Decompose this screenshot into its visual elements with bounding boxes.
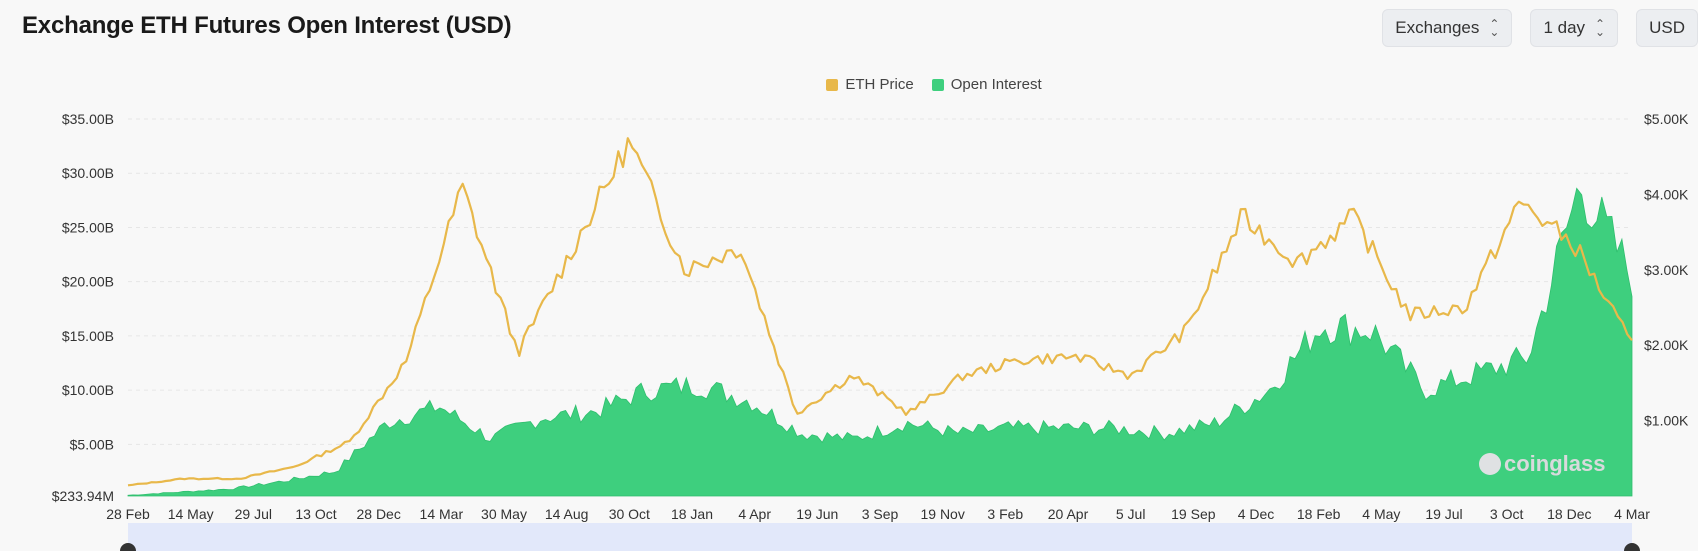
navigator-track bbox=[128, 523, 1632, 551]
series-eth-price-line bbox=[127, 137, 1633, 487]
y-left-tick-label: $25.00B bbox=[62, 219, 114, 235]
x-tick-label: 14 Mar bbox=[420, 506, 464, 522]
page-title: Exchange ETH Futures Open Interest (USD) bbox=[22, 12, 512, 39]
chart-controls: Exchanges ⌃ ⌄ 1 day ⌃ ⌄ USD bbox=[1382, 9, 1698, 47]
x-tick-label: 19 Sep bbox=[1171, 506, 1216, 522]
x-tick-label: 13 Oct bbox=[295, 506, 336, 522]
legend-swatch-eth-price bbox=[826, 78, 839, 91]
x-tick-label: 3 Oct bbox=[1490, 506, 1524, 522]
x-tick-label: 4 Mar bbox=[1614, 506, 1650, 522]
x-tick-label: 3 Feb bbox=[987, 506, 1023, 522]
x-tick-label: 14 May bbox=[168, 506, 214, 522]
x-tick-label: 4 Dec bbox=[1238, 506, 1275, 522]
y-right-tick-label: $4.00K bbox=[1644, 186, 1689, 202]
x-tick-label: 14 Aug bbox=[545, 506, 589, 522]
x-tick-label: 19 Jul bbox=[1425, 506, 1462, 522]
x-tick-label: 18 Jan bbox=[671, 506, 713, 522]
navigator-handle-left bbox=[120, 543, 136, 551]
x-tick-label: 19 Jun bbox=[796, 506, 838, 522]
y-left-tick-label: $20.00B bbox=[62, 274, 114, 290]
y-right-tick-label: $2.00K bbox=[1644, 337, 1689, 353]
interval-select[interactable]: 1 day ⌃ ⌄ bbox=[1530, 9, 1619, 47]
legend-label-open-interest: Open Interest bbox=[950, 76, 1042, 93]
x-tick-label: 30 May bbox=[481, 506, 527, 522]
y-left-tick-label: $5.00B bbox=[70, 436, 114, 452]
x-tick-label: 3 Sep bbox=[862, 506, 899, 522]
legend-label-eth-price: ETH Price bbox=[845, 76, 914, 93]
x-tick-label: 20 Apr bbox=[1048, 506, 1089, 522]
legend-swatch-open-interest bbox=[931, 78, 944, 91]
y-right-tick-label: $3.00K bbox=[1644, 262, 1689, 278]
y-left-tick-label: $10.00B bbox=[62, 382, 114, 398]
x-tick-label: 18 Dec bbox=[1547, 506, 1591, 522]
legend-item-eth-price[interactable]: ETH Price bbox=[826, 76, 914, 93]
chart-legend: ETH Price Open Interest bbox=[0, 76, 1698, 93]
coinglass-logo-icon bbox=[1479, 453, 1501, 475]
x-tick-label: 5 Jul bbox=[1116, 506, 1146, 522]
currency-select[interactable]: USD bbox=[1636, 9, 1698, 47]
x-tick-label: 30 Oct bbox=[609, 506, 650, 522]
x-tick-label: 18 Feb bbox=[1297, 506, 1341, 522]
currency-select-label: USD bbox=[1649, 18, 1685, 37]
x-tick-label: 29 Jul bbox=[235, 506, 272, 522]
x-tick-label: 28 Feb bbox=[106, 506, 150, 522]
series-open-interest-area bbox=[127, 187, 1633, 497]
navigator-handle-right bbox=[1624, 543, 1640, 551]
y-right-tick-label: $5.00K bbox=[1644, 111, 1689, 127]
y-left-tick-label: $15.00B bbox=[62, 328, 114, 344]
x-tick-label: 4 May bbox=[1362, 506, 1400, 522]
legend-item-open-interest[interactable]: Open Interest bbox=[931, 76, 1042, 93]
exchanges-select[interactable]: Exchanges ⌃ ⌄ bbox=[1382, 9, 1513, 47]
y-left-tick-label: $35.00B bbox=[62, 111, 114, 127]
x-tick-label: 19 Nov bbox=[920, 506, 964, 522]
y-right-tick-label: $1.00K bbox=[1644, 413, 1689, 429]
watermark: coinglass bbox=[1504, 451, 1605, 476]
interval-select-label: 1 day bbox=[1543, 18, 1586, 37]
chevron-updown-icon: ⌃ ⌄ bbox=[1489, 17, 1500, 39]
y-left-tick-label: $30.00B bbox=[62, 165, 114, 181]
exchanges-select-label: Exchanges bbox=[1395, 18, 1480, 37]
y-left-tick-label: $233.94M bbox=[52, 488, 114, 504]
x-tick-label: 28 Dec bbox=[356, 506, 400, 522]
chevron-updown-icon: ⌃ ⌄ bbox=[1595, 17, 1606, 39]
x-tick-label: 4 Apr bbox=[738, 506, 771, 522]
